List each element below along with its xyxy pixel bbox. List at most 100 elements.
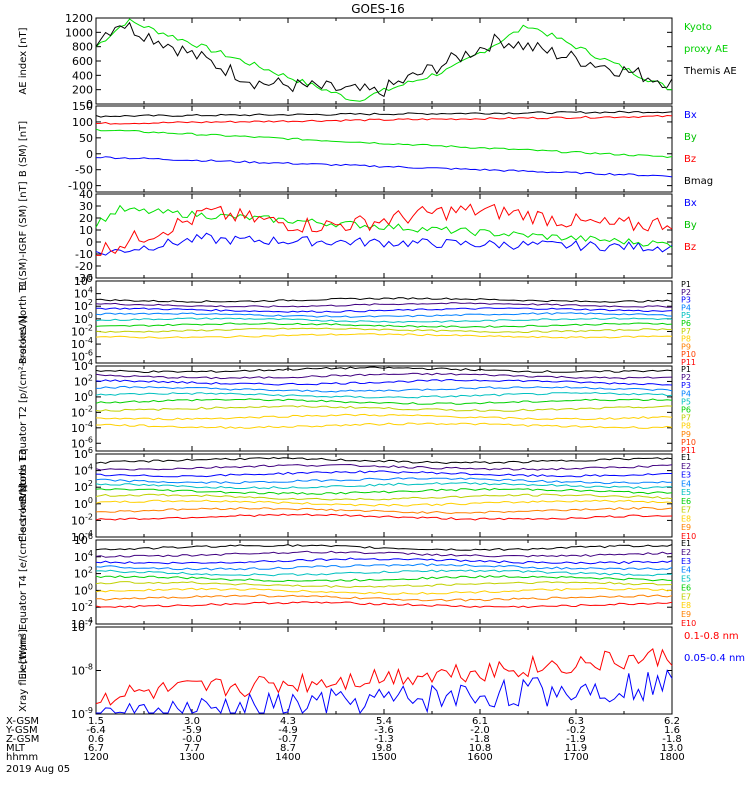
ephem-cell: 4.3 <box>280 716 296 727</box>
series-p2 <box>95 372 673 380</box>
legend-bz: Bz <box>684 242 696 253</box>
y-tick-label: 20 <box>79 212 93 225</box>
ephem-cell: -1.3 <box>374 734 394 745</box>
ephem-row-label: Z-GSM <box>6 734 39 745</box>
y-tick-label: 100 <box>74 496 93 511</box>
y-tick-label: 10-2 <box>71 404 93 419</box>
ephem-cell: 1400 <box>275 752 300 763</box>
ephem-cell: -2.0 <box>470 725 490 736</box>
series-e2 <box>95 463 673 471</box>
y-tick-label: 102 <box>74 566 93 581</box>
legend-e8: E8 <box>681 514 691 523</box>
ephem-cell: 1700 <box>563 752 588 763</box>
legend-e6: E6 <box>681 583 691 592</box>
legend-p11: P11 <box>681 446 696 455</box>
y-axis-label: Protons Equator T2 [p/(cm²-s-sr-keV)] <box>18 315 29 502</box>
ephem-cell: 5.4 <box>376 716 392 727</box>
legend-e5: E5 <box>681 488 691 497</box>
y-tick-label: -10 <box>75 248 93 261</box>
legend-e2: E2 <box>681 462 691 471</box>
legend-p9: P9 <box>681 430 691 439</box>
series-e10 <box>95 601 673 609</box>
legend-e10: E10 <box>681 532 696 541</box>
legend-e3: E3 <box>681 557 691 566</box>
ephem-cell: 1300 <box>179 752 204 763</box>
series-p8 <box>95 333 673 339</box>
y-tick-label: 400 <box>72 69 93 82</box>
series-e6 <box>95 487 673 495</box>
legend-p5: P5 <box>681 397 691 406</box>
ephem-cell: 0.6 <box>88 734 104 745</box>
legend-0-1-0-8-nm: 0.1-0.8 nm <box>684 631 739 642</box>
series-e9 <box>95 506 673 515</box>
y-tick-label: 106 <box>74 532 93 547</box>
y-tick-label: 100 <box>74 582 93 597</box>
series-e9 <box>96 594 673 602</box>
ephem-cell: -0.2 <box>566 725 586 736</box>
y-tick-label: 0 <box>86 236 93 249</box>
ephem-cell: 3.0 <box>184 716 200 727</box>
y-tick-label: 106 <box>74 446 93 461</box>
ephem-row-label: Y-GSM <box>5 725 38 736</box>
legend-e3: E3 <box>681 471 691 480</box>
y-tick-label: 10 <box>79 224 93 237</box>
legend: Bx By Bz Bmag <box>684 110 713 187</box>
legend-p1: P1 <box>681 365 691 374</box>
y-tick-label: 0 <box>86 148 93 161</box>
ephem-cell: 9.8 <box>376 743 392 754</box>
ephem-cell: 1800 <box>659 752 684 763</box>
y-tick-label: 10-2 <box>71 599 93 614</box>
legend-e8: E8 <box>681 601 691 610</box>
series-e7 <box>95 581 672 588</box>
y-axis-label: Electrons North T3 <box>18 449 29 542</box>
series-by <box>95 204 673 248</box>
y-tick-label: 10-8 <box>71 663 93 678</box>
legend-e1: E1 <box>681 453 691 462</box>
series-p4 <box>95 385 673 393</box>
panel-frame <box>95 626 673 715</box>
series-p9 <box>96 422 673 429</box>
legend-p10: P10 <box>681 438 696 447</box>
y-tick-label: 10-4 <box>71 420 93 435</box>
ephem-cell: 11.9 <box>565 743 587 754</box>
legend-bz: Bz <box>684 154 696 165</box>
legend-e7: E7 <box>681 592 691 601</box>
legend-e9: E9 <box>681 610 691 619</box>
ephem-cell: 1600 <box>467 752 492 763</box>
ephem-cell: 7.7 <box>184 743 200 754</box>
legend-by: By <box>684 132 697 143</box>
series-p1 <box>95 366 673 374</box>
legend-p10: P10 <box>681 350 696 359</box>
chart-title: GOES-16 <box>351 2 405 16</box>
y-tick-label: 200 <box>72 84 93 97</box>
legend-p7: P7 <box>681 414 691 423</box>
series-bmag <box>95 110 673 118</box>
series-e8 <box>95 587 673 595</box>
series-e2 <box>95 550 673 558</box>
ephem-row-label: X-GSM <box>6 716 39 727</box>
series-e5 <box>95 481 673 490</box>
legend-bx: Bx <box>684 198 697 209</box>
legend-e6: E6 <box>681 497 691 506</box>
y-axis-label: B (SM)-IGRF (SM) [nT] <box>18 181 29 290</box>
series-p3 <box>95 378 673 386</box>
series-e5 <box>95 569 673 577</box>
legend-p4: P4 <box>681 389 691 398</box>
series-e4 <box>95 477 673 485</box>
ephem-cell: 1200 <box>83 752 108 763</box>
y-tick-label: 600 <box>72 55 93 68</box>
legend-p7: P7 <box>681 327 691 336</box>
ephem-cell: 6.7 <box>88 743 104 754</box>
y-tick-label: -20 <box>75 260 93 273</box>
series-p7 <box>95 327 673 333</box>
legend-bmag: Bmag <box>684 176 713 187</box>
legend-p11: P11 <box>681 358 696 367</box>
y-tick-label: 100 <box>72 116 93 129</box>
legend-by: By <box>684 220 697 231</box>
y-tick-label: 10-2 <box>71 512 93 527</box>
